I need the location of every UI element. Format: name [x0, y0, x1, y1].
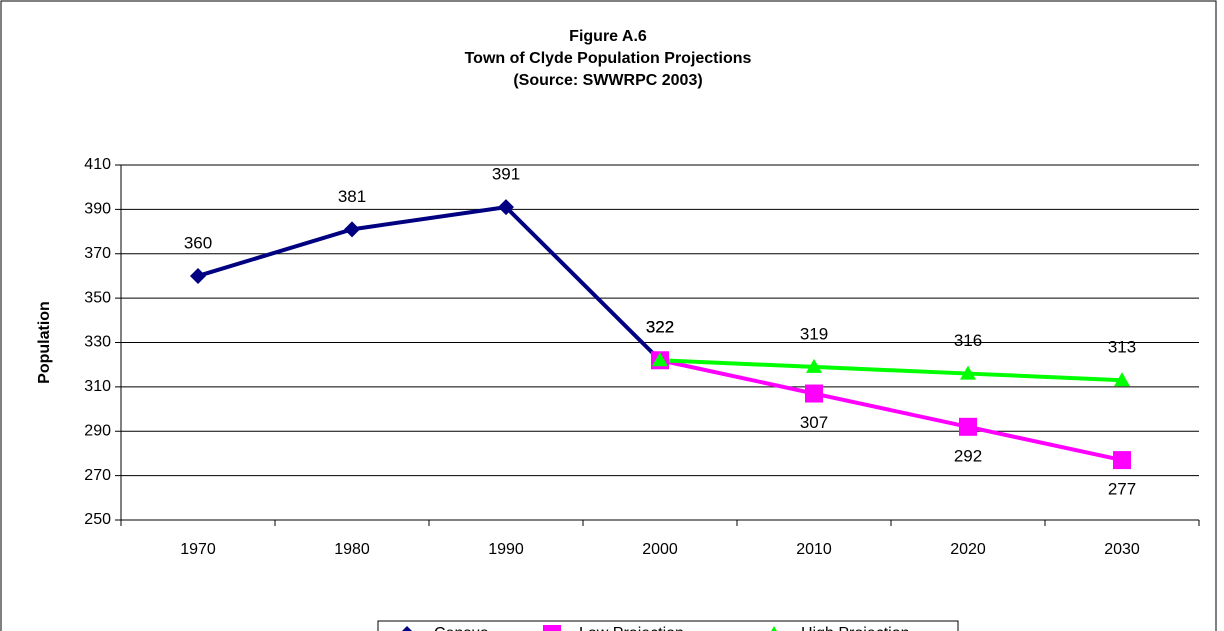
legend-label: Low Projection: [579, 625, 684, 631]
marker: [1113, 451, 1131, 470]
marker: [652, 352, 668, 367]
y-tick-label: 350: [84, 289, 111, 306]
series-line: [659, 358, 1123, 463]
y-tick-label: 290: [84, 422, 111, 439]
y-tick-label: 270: [84, 467, 111, 484]
data-label: 322: [646, 318, 674, 337]
marker: [344, 221, 360, 238]
y-tick-label: 310: [84, 378, 111, 395]
chart-title: Figure A.6: [569, 28, 647, 45]
legend-box: [377, 620, 959, 631]
data-label: 313: [1108, 338, 1136, 357]
series-line: [659, 358, 1123, 383]
chart-title: Town of Clyde Population Projections: [465, 50, 752, 67]
data-label: 391: [492, 165, 520, 184]
marker: [543, 625, 561, 631]
chart-title: (Source: SWWRPC 2003): [513, 72, 702, 89]
marker: [190, 267, 206, 284]
x-tick-label: 2000: [642, 541, 678, 558]
marker: [498, 199, 514, 216]
x-tick-label: 2020: [950, 541, 986, 558]
marker: [805, 384, 823, 403]
marker: [959, 417, 977, 436]
marker: [960, 365, 976, 380]
data-label: 322: [646, 318, 674, 337]
legend-label: Census: [434, 625, 488, 631]
marker: [806, 358, 822, 373]
data-label: 381: [338, 187, 366, 206]
x-tick-label: 1990: [488, 541, 524, 558]
y-tick-label: 410: [84, 156, 111, 173]
y-tick-label: 390: [84, 201, 111, 218]
data-label: 307: [800, 413, 828, 432]
y-tick-label: 330: [84, 334, 111, 351]
marker: [771, 626, 777, 631]
marker: [402, 626, 412, 631]
x-tick-label: 2010: [796, 541, 832, 558]
data-label: 319: [800, 324, 828, 343]
y-axis-label: Population: [36, 301, 53, 384]
x-tick-label: 1980: [334, 541, 370, 558]
legend-label: High Projection: [801, 625, 910, 631]
data-label: 360: [184, 233, 212, 252]
data-label: 277: [1108, 480, 1136, 499]
data-label: 316: [954, 331, 982, 350]
legend: Census Low Projection High Projection: [377, 620, 959, 631]
x-tick-label: 2030: [1104, 541, 1140, 558]
x-tick-label: 1970: [180, 541, 216, 558]
series-line: [197, 205, 662, 362]
marker: [1114, 372, 1130, 387]
data-label: 292: [954, 446, 982, 465]
y-tick-label: 370: [84, 245, 111, 262]
y-tick-label: 250: [84, 511, 111, 528]
data-label: 322: [646, 318, 674, 337]
